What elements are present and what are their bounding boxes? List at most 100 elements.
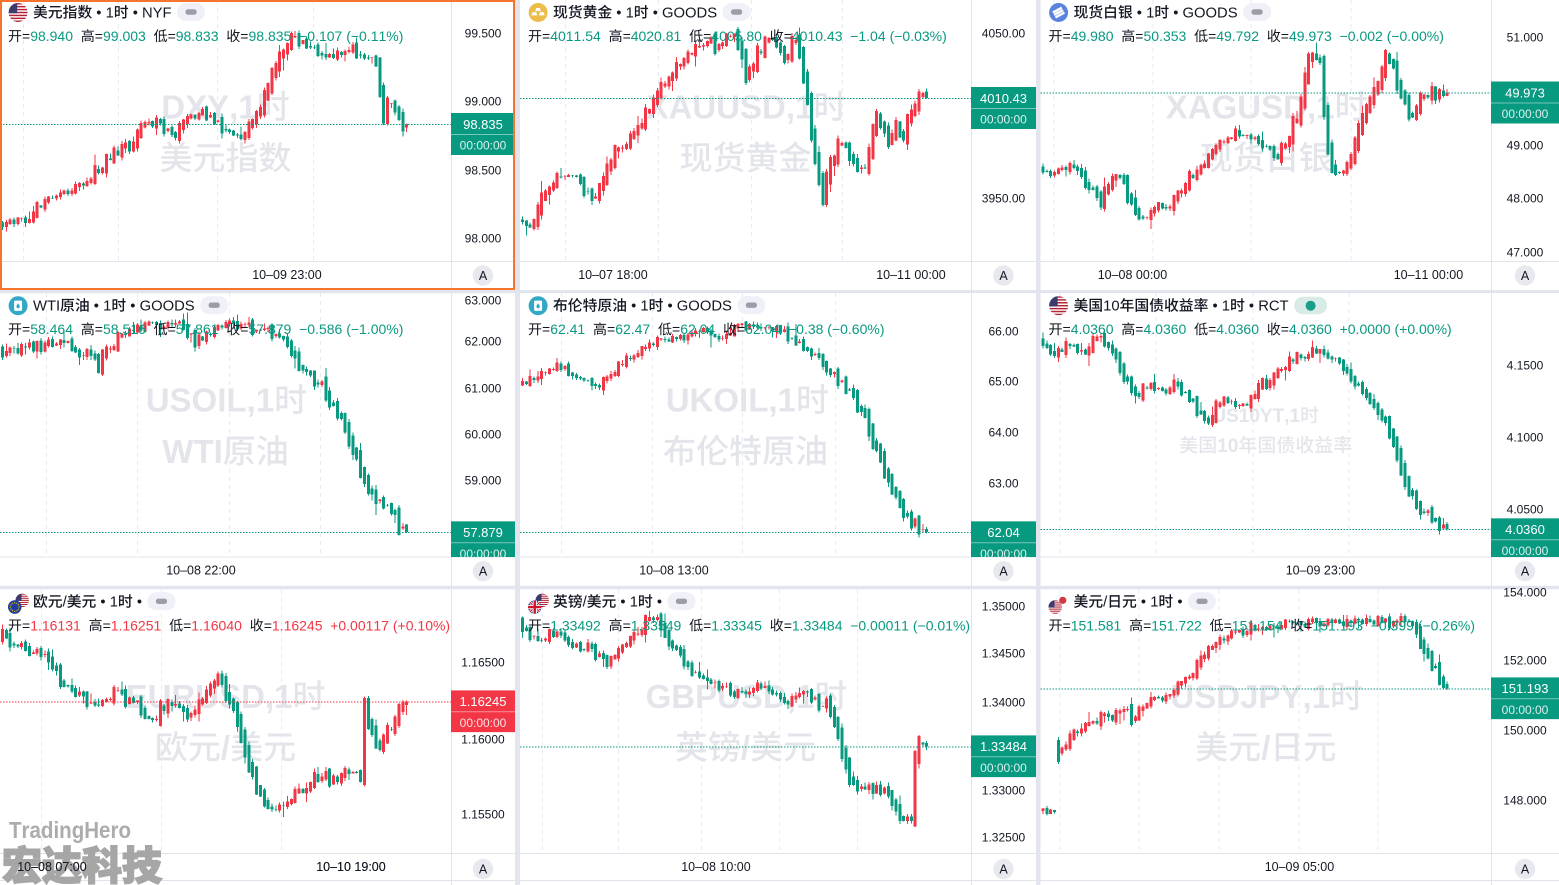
svg-text:(+0.00%): (+0.00%) xyxy=(1395,321,1452,337)
svg-text:1: 1 xyxy=(103,299,111,315)
svg-text:RCT: RCT xyxy=(1258,299,1288,315)
svg-text:A: A xyxy=(1521,863,1530,877)
svg-text:=: = xyxy=(168,321,176,337)
svg-text:=: = xyxy=(784,28,792,44)
svg-text:=: = xyxy=(240,28,248,44)
svg-text:1.16500: 1.16500 xyxy=(461,656,505,670)
svg-text:=: = xyxy=(623,28,631,44)
svg-text:(−0.00%): (−0.00%) xyxy=(1387,28,1444,44)
svg-text:10–08 13:00: 10–08 13:00 xyxy=(639,564,709,578)
svg-text:98.835: 98.835 xyxy=(249,28,292,44)
svg-text:=: = xyxy=(95,321,103,337)
svg-text:65.00: 65.00 xyxy=(988,375,1018,389)
svg-text:=: = xyxy=(168,28,176,44)
svg-text:60.000: 60.000 xyxy=(465,428,502,442)
svg-text:58.516: 58.516 xyxy=(103,321,146,337)
svg-text:−0.002: −0.002 xyxy=(1340,28,1383,44)
svg-text:WTI: WTI xyxy=(33,299,60,315)
svg-text:10–11 00:00: 10–11 00:00 xyxy=(1394,268,1464,282)
svg-text:•: • xyxy=(620,595,625,611)
svg-text:151.193: 151.193 xyxy=(1502,681,1549,696)
svg-text:A: A xyxy=(479,863,488,877)
svg-text:4005.80: 4005.80 xyxy=(711,28,762,44)
svg-text:=: = xyxy=(183,617,191,633)
svg-text:1.16251: 1.16251 xyxy=(111,617,162,633)
svg-text:−0.586: −0.586 xyxy=(299,321,342,337)
svg-text:1.16000: 1.16000 xyxy=(461,733,505,747)
svg-text:=: = xyxy=(672,321,680,337)
svg-text:00:00:00: 00:00:00 xyxy=(1502,544,1549,558)
svg-text:/: / xyxy=(1103,595,1108,611)
svg-text:=: = xyxy=(542,28,550,44)
svg-text:=: = xyxy=(1063,28,1071,44)
svg-text:63.000: 63.000 xyxy=(465,294,502,308)
svg-text:1: 1 xyxy=(630,595,638,611)
svg-text:(−1.00%): (−1.00%) xyxy=(346,321,403,337)
svg-text:/: / xyxy=(63,595,68,611)
svg-text:00:00:00: 00:00:00 xyxy=(460,547,507,561)
svg-text:4010.43: 4010.43 xyxy=(792,28,843,44)
svg-text:=: = xyxy=(784,617,792,633)
svg-text:10: 10 xyxy=(1103,299,1119,315)
svg-text:=: = xyxy=(607,321,615,337)
svg-text:1: 1 xyxy=(110,595,118,611)
svg-text:1: 1 xyxy=(1146,5,1154,21)
svg-text:4020.81: 4020.81 xyxy=(631,28,682,44)
svg-text:=: = xyxy=(1208,321,1216,337)
svg-text:=: = xyxy=(703,28,711,44)
svg-text:62.04: 62.04 xyxy=(745,321,780,337)
svg-text:00:00:00: 00:00:00 xyxy=(460,716,507,730)
svg-text:62.000: 62.000 xyxy=(465,335,502,349)
svg-text:1: 1 xyxy=(1150,595,1158,611)
svg-text:USDJPY,1: USDJPY,1 xyxy=(1170,678,1330,715)
svg-text:154.000: 154.000 xyxy=(1503,586,1547,600)
svg-text:=: = xyxy=(1063,321,1071,337)
svg-text:•: • xyxy=(668,299,673,315)
svg-text:49.980: 49.980 xyxy=(1071,28,1114,44)
svg-text:63.00: 63.00 xyxy=(988,477,1018,491)
svg-text:57.879: 57.879 xyxy=(249,321,292,337)
svg-text:(−0.01%): (−0.01%) xyxy=(913,617,970,633)
svg-text:=: = xyxy=(623,617,631,633)
svg-text:64.00: 64.00 xyxy=(988,426,1018,440)
svg-text:A: A xyxy=(479,269,488,283)
svg-text:4050.00: 4050.00 xyxy=(982,26,1026,40)
svg-text:•: • xyxy=(100,595,105,611)
svg-text:=: = xyxy=(22,28,30,44)
svg-text:WTI: WTI xyxy=(162,433,222,470)
svg-text:1.33484: 1.33484 xyxy=(980,739,1027,754)
svg-text:148.000: 148.000 xyxy=(1503,794,1547,808)
svg-text:48.000: 48.000 xyxy=(1507,191,1544,205)
svg-text:4.0360: 4.0360 xyxy=(1144,321,1187,337)
svg-text:58.464: 58.464 xyxy=(30,321,73,337)
svg-text:•: • xyxy=(1141,595,1146,611)
svg-text:=: = xyxy=(542,321,550,337)
svg-text:=: = xyxy=(1224,617,1232,633)
svg-text:−0.00011: −0.00011 xyxy=(850,617,909,633)
svg-text:1.33549: 1.33549 xyxy=(631,617,682,633)
svg-text:1: 1 xyxy=(626,5,634,21)
svg-text:•: • xyxy=(96,5,101,21)
svg-text:(−0.11%): (−0.11%) xyxy=(346,28,403,44)
svg-text:A: A xyxy=(999,269,1008,283)
svg-text:10–07 18:00: 10–07 18:00 xyxy=(578,268,648,282)
svg-text:EURUSD,1: EURUSD,1 xyxy=(126,678,293,715)
svg-text:−0.38: −0.38 xyxy=(788,321,824,337)
svg-text:NYF: NYF xyxy=(142,5,172,21)
svg-text:+0.0000: +0.0000 xyxy=(1340,321,1391,337)
svg-text:=: = xyxy=(95,28,103,44)
svg-text:00:00:00: 00:00:00 xyxy=(980,547,1027,561)
svg-text:(−0.26%): (−0.26%) xyxy=(1418,617,1475,633)
svg-text:50.353: 50.353 xyxy=(1144,28,1187,44)
svg-text:10–09 23:00: 10–09 23:00 xyxy=(252,268,322,282)
svg-text:10–10 19:00: 10–10 19:00 xyxy=(316,860,386,874)
svg-text:98.000: 98.000 xyxy=(465,231,502,245)
svg-text:4.0360: 4.0360 xyxy=(1289,321,1332,337)
svg-text:00:00:00: 00:00:00 xyxy=(460,139,507,153)
svg-text:1.33345: 1.33345 xyxy=(711,617,762,633)
svg-text:•: • xyxy=(130,299,135,315)
svg-text:10–08 07:00: 10–08 07:00 xyxy=(17,860,87,874)
svg-text:•: • xyxy=(94,299,99,315)
svg-text:•: • xyxy=(1137,5,1142,21)
svg-text:57.879: 57.879 xyxy=(463,525,503,540)
